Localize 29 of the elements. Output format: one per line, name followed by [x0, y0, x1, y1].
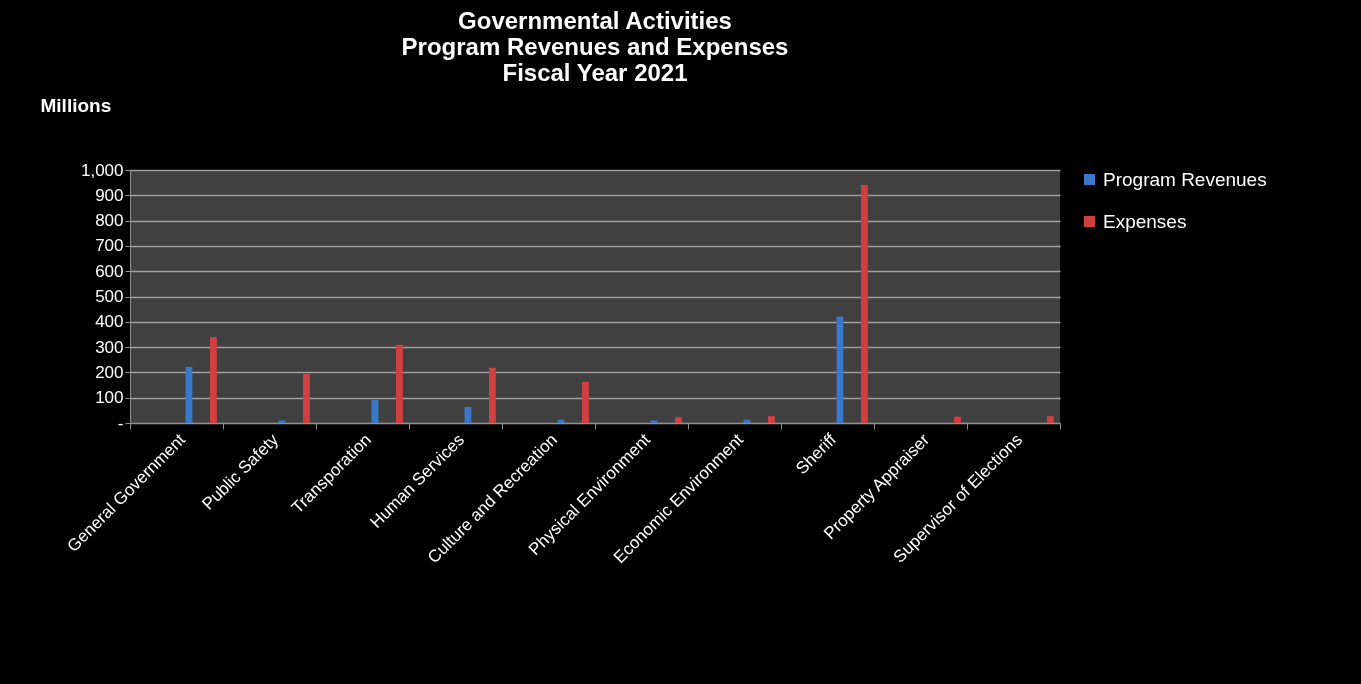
y-tick-label: 400: [95, 312, 124, 332]
bar: [278, 420, 286, 423]
y-tick-label: 600: [95, 261, 124, 281]
legend-label: Expenses: [1103, 210, 1187, 232]
legend-label: Program Revenues: [1103, 168, 1267, 190]
text: Fiscal Year 2021: [502, 59, 688, 86]
bar: [953, 416, 961, 423]
y-tick-label: 200: [95, 362, 124, 382]
bar: [581, 381, 589, 423]
bar: [302, 373, 310, 423]
y-tick-label: 300: [95, 337, 124, 357]
bar: [674, 417, 682, 423]
y-tick-label: 800: [95, 211, 124, 231]
y-tick-label: -: [117, 413, 124, 433]
text: Governmental Activities: [458, 7, 732, 34]
bar: [650, 420, 658, 423]
bar: [209, 336, 217, 423]
bar: [1046, 416, 1054, 423]
y-tick-label: 100: [95, 388, 124, 408]
text: Program Revenues and Expenses: [401, 33, 789, 60]
bar: [395, 344, 403, 423]
y-tick-label: 700: [95, 236, 124, 256]
y-tick-label: 1,000: [80, 160, 124, 180]
y-tick-label: 500: [95, 287, 124, 306]
bar: [767, 416, 775, 423]
bar: [488, 367, 496, 423]
y-tick-label: 900: [95, 185, 124, 205]
y-axis-title: Millions: [40, 94, 112, 116]
bar: [860, 184, 868, 423]
